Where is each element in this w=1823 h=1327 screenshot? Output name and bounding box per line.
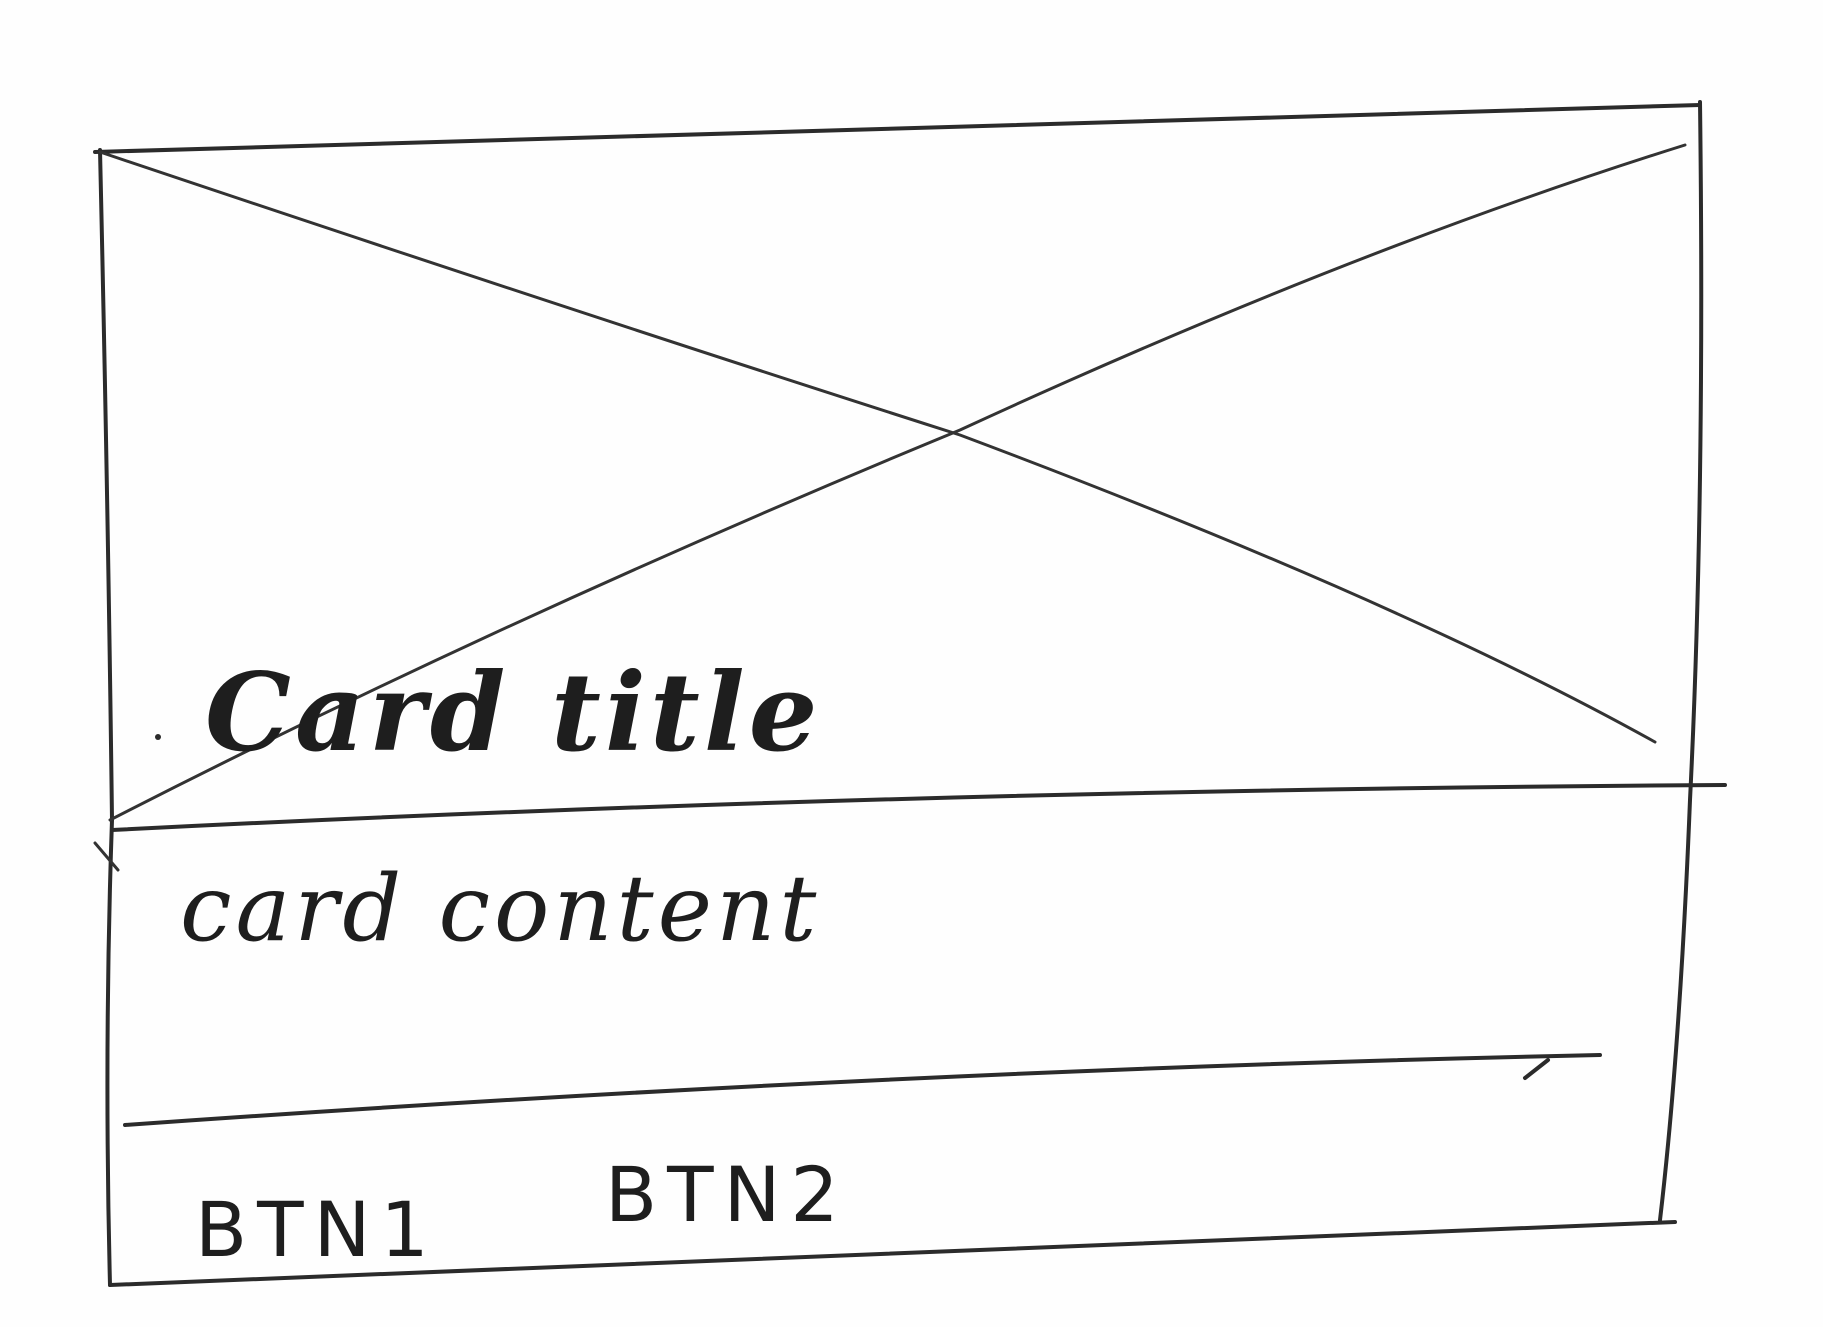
card-border-bottom — [108, 1220, 1677, 1287]
card-border-right — [1658, 100, 1704, 1222]
card-title: Card title — [205, 650, 822, 776]
actions-divider — [123, 1053, 1602, 1127]
card-content: card content — [180, 855, 821, 962]
card-border-top — [93, 103, 1702, 154]
actions-divider-tick — [1523, 1058, 1550, 1080]
image-placeholder-cross-b — [108, 143, 1687, 822]
image-placeholder-cross-a — [98, 150, 1657, 744]
pen-mark-left — [93, 841, 120, 872]
btn2-button[interactable]: BTN2 — [605, 1150, 849, 1239]
card-border-left — [98, 148, 114, 1287]
btn1-button[interactable]: BTN1 — [195, 1185, 439, 1274]
title-divider — [110, 783, 1727, 832]
pen-dot — [155, 734, 161, 740]
